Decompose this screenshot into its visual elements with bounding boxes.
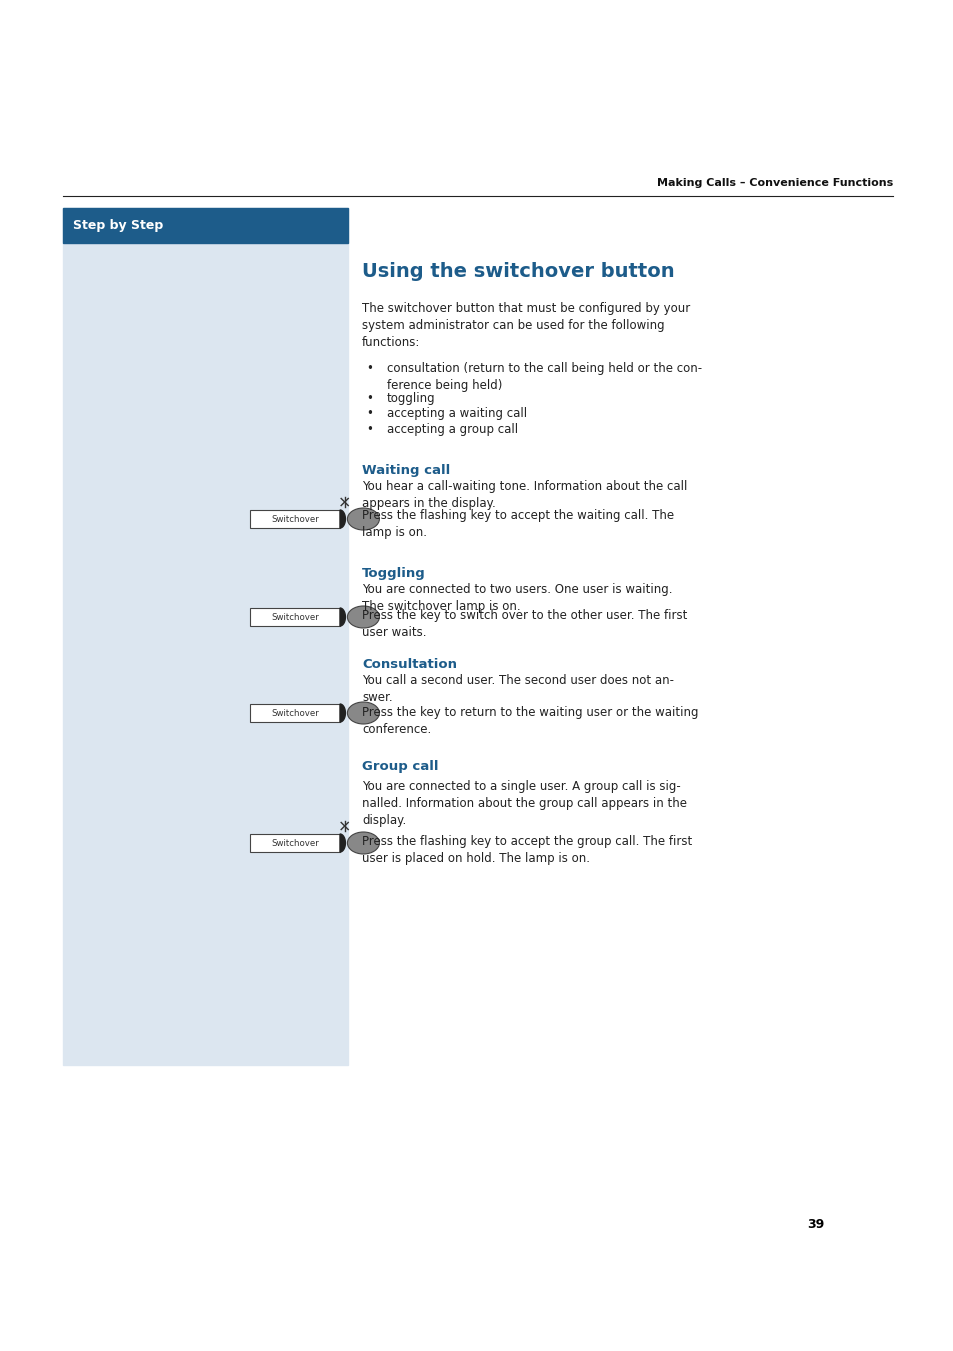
Bar	[63, 208, 348, 243]
Text: Press the flashing key to accept the waiting call. The
lamp is on.: Press the flashing key to accept the wai…	[361, 509, 674, 539]
Text: You call a second user. The second user does not an-
swer.: You call a second user. The second user …	[361, 674, 673, 704]
Text: Switchover: Switchover	[271, 839, 318, 847]
Text: Waiting call: Waiting call	[361, 463, 450, 477]
Polygon shape	[339, 704, 345, 721]
Text: accepting a waiting call: accepting a waiting call	[387, 408, 527, 420]
Text: accepting a group call: accepting a group call	[387, 423, 517, 436]
Text: •: •	[366, 362, 373, 376]
Ellipse shape	[347, 703, 379, 724]
Bar	[250, 704, 339, 721]
Bar	[63, 208, 348, 1065]
Text: •: •	[366, 408, 373, 420]
Ellipse shape	[347, 607, 379, 628]
Text: Making Calls – Convenience Functions: Making Calls – Convenience Functions	[656, 178, 892, 188]
Text: Press the flashing key to accept the group call. The first
user is placed on hol: Press the flashing key to accept the gro…	[361, 835, 692, 865]
Polygon shape	[339, 834, 345, 852]
Text: 39: 39	[806, 1219, 823, 1232]
Text: Press the key to return to the waiting user or the waiting
conference.: Press the key to return to the waiting u…	[361, 707, 698, 736]
Text: •: •	[366, 423, 373, 436]
Text: •: •	[366, 392, 373, 405]
Text: Switchover: Switchover	[271, 515, 318, 523]
Text: Press the key to switch over to the other user. The first
user waits.: Press the key to switch over to the othe…	[361, 609, 687, 639]
Text: You are connected to a single user. A group call is sig-
nalled. Information abo: You are connected to a single user. A gr…	[361, 780, 686, 827]
Bar	[250, 608, 339, 626]
Text: Step by Step: Step by Step	[73, 219, 163, 232]
Text: The switchover button that must be configured by your
system administrator can b: The switchover button that must be confi…	[361, 303, 690, 349]
Text: You hear a call-waiting tone. Information about the call
appears in the display.: You hear a call-waiting tone. Informatio…	[361, 480, 687, 509]
Text: Group call: Group call	[361, 761, 438, 773]
Polygon shape	[339, 608, 345, 626]
Text: You are connected to two users. One user is waiting.
The switchover lamp is on.: You are connected to two users. One user…	[361, 584, 672, 613]
Text: Using the switchover button: Using the switchover button	[361, 262, 674, 281]
Bar	[250, 834, 339, 852]
Text: Switchover: Switchover	[271, 612, 318, 621]
Text: Toggling: Toggling	[361, 567, 425, 580]
Ellipse shape	[347, 508, 379, 530]
Text: consultation (return to the call being held or the con-
ference being held): consultation (return to the call being h…	[387, 362, 701, 392]
Text: Consultation: Consultation	[361, 658, 456, 671]
Text: toggling: toggling	[387, 392, 436, 405]
Bar	[250, 509, 339, 528]
Ellipse shape	[347, 832, 379, 854]
Text: Switchover: Switchover	[271, 708, 318, 717]
Polygon shape	[339, 509, 345, 528]
